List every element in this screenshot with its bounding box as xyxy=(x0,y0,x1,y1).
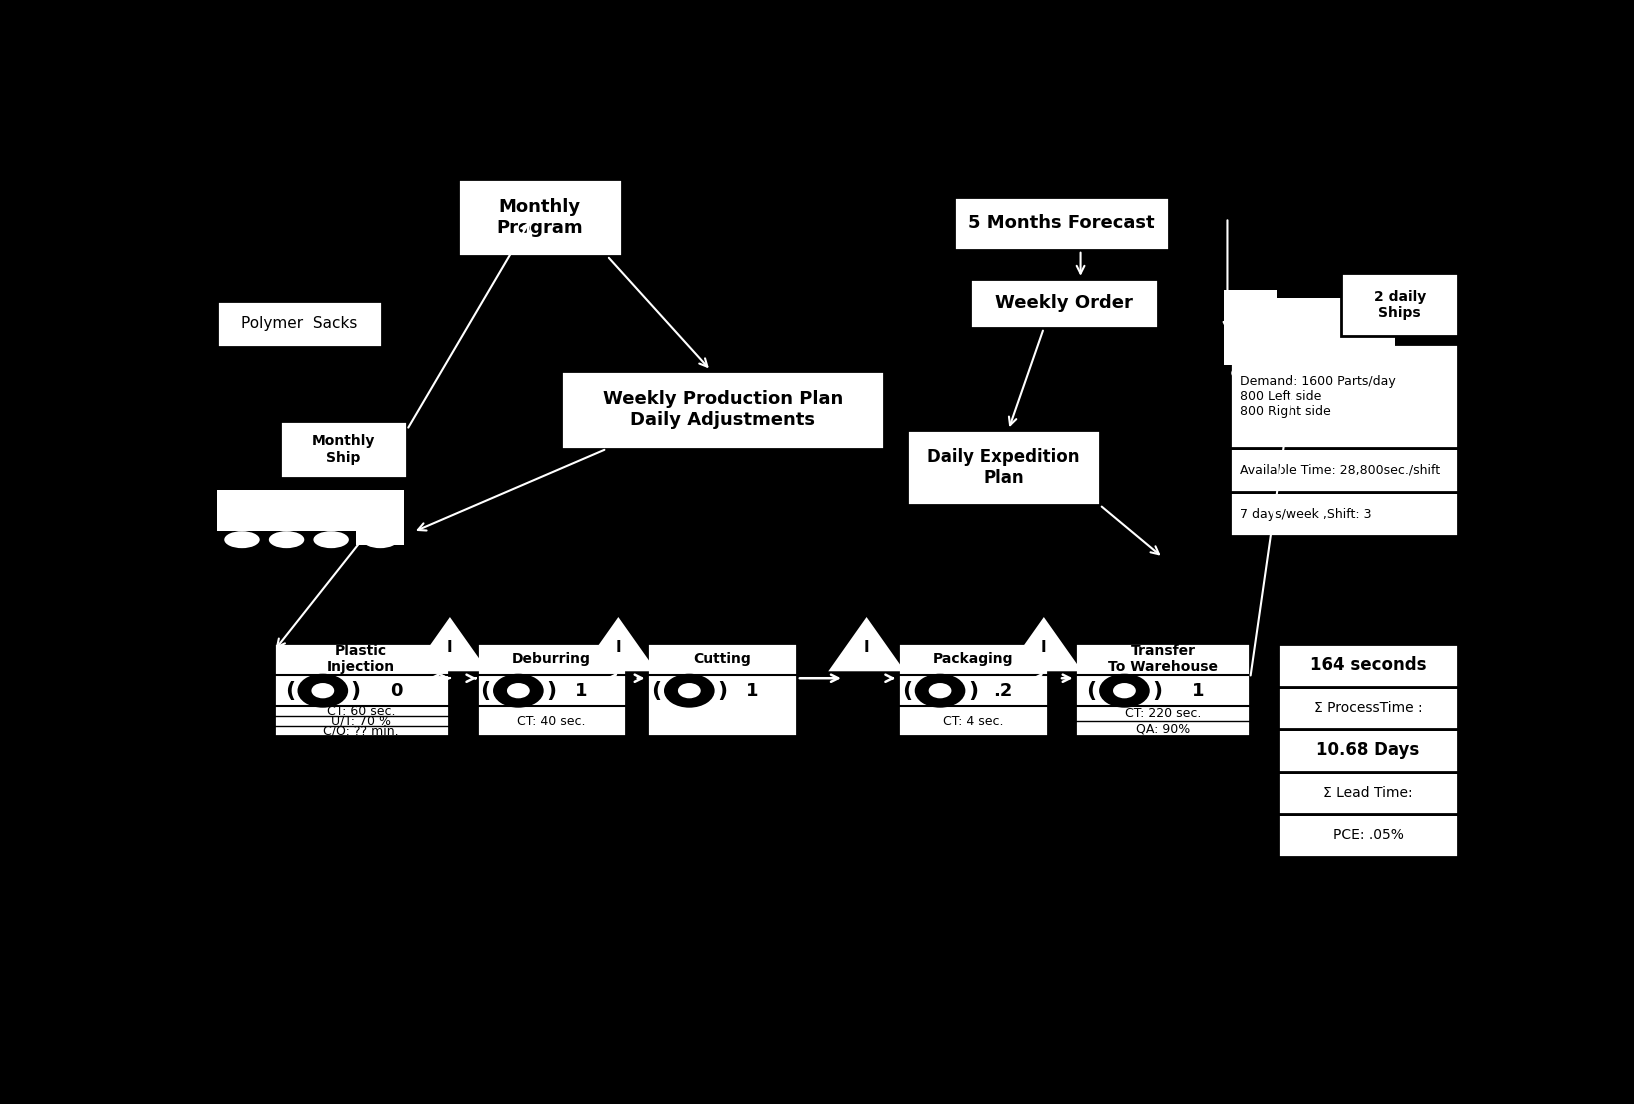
FancyBboxPatch shape xyxy=(275,643,449,736)
Text: 164 seconds: 164 seconds xyxy=(1310,657,1426,675)
Ellipse shape xyxy=(1232,363,1270,382)
Text: Daily Expedition
Plan: Daily Expedition Plan xyxy=(926,448,1080,487)
Text: PCE: .05%: PCE: .05% xyxy=(1333,828,1404,842)
Text: C/O: ?? min.: C/O: ?? min. xyxy=(324,724,399,737)
FancyBboxPatch shape xyxy=(477,643,626,736)
Ellipse shape xyxy=(1279,349,1317,368)
Text: 7 days/week ,Shift: 3: 7 days/week ,Shift: 3 xyxy=(1240,508,1371,521)
Text: CT: 4 sec.: CT: 4 sec. xyxy=(943,714,1003,728)
Ellipse shape xyxy=(1320,349,1358,368)
Circle shape xyxy=(297,673,348,708)
Text: 2 daily
Ships: 2 daily Ships xyxy=(1374,289,1426,320)
Text: Plastic
Injection: Plastic Injection xyxy=(327,644,395,675)
Text: CT: 40 sec.: CT: 40 sec. xyxy=(516,714,585,728)
Text: Transfer
To Warehouse: Transfer To Warehouse xyxy=(1108,644,1217,675)
Circle shape xyxy=(507,683,529,699)
Text: Monthly
Ship: Monthly Ship xyxy=(312,435,376,465)
FancyBboxPatch shape xyxy=(1224,289,1276,364)
FancyBboxPatch shape xyxy=(907,431,1100,505)
Circle shape xyxy=(1100,673,1150,708)
FancyBboxPatch shape xyxy=(281,421,407,478)
FancyBboxPatch shape xyxy=(458,179,623,256)
FancyBboxPatch shape xyxy=(217,490,356,531)
Text: Σ Lead Time:: Σ Lead Time: xyxy=(1324,786,1413,800)
Text: U/T: 70 %: U/T: 70 % xyxy=(332,714,391,728)
Text: ): ) xyxy=(967,681,979,701)
Text: (: ( xyxy=(284,681,296,701)
Text: 10.68 Days: 10.68 Days xyxy=(1317,742,1420,760)
Text: Weekly Order: Weekly Order xyxy=(995,295,1132,312)
Text: Deburring: Deburring xyxy=(511,651,590,666)
FancyBboxPatch shape xyxy=(954,198,1170,250)
Text: ): ) xyxy=(1152,681,1162,701)
FancyBboxPatch shape xyxy=(1278,730,1458,772)
Polygon shape xyxy=(828,617,905,671)
Text: I: I xyxy=(864,640,869,655)
FancyBboxPatch shape xyxy=(1278,687,1458,730)
Text: Monthly
Program: Monthly Program xyxy=(497,198,583,237)
Text: Σ ProcessTime :: Σ ProcessTime : xyxy=(1314,701,1422,715)
Text: CT: 60 sec.: CT: 60 sec. xyxy=(327,704,395,718)
Text: ): ) xyxy=(717,681,727,701)
Text: (: ( xyxy=(1087,681,1096,701)
FancyBboxPatch shape xyxy=(971,278,1159,328)
Text: CT: 220 sec.: CT: 220 sec. xyxy=(1124,707,1201,720)
Text: Polymer  Sacks: Polymer Sacks xyxy=(242,316,358,331)
FancyBboxPatch shape xyxy=(899,643,1047,736)
Ellipse shape xyxy=(270,531,304,549)
Polygon shape xyxy=(580,617,657,671)
Ellipse shape xyxy=(363,531,399,549)
FancyBboxPatch shape xyxy=(217,300,382,347)
Text: ): ) xyxy=(546,681,556,701)
Text: Packaging: Packaging xyxy=(933,651,1013,666)
Polygon shape xyxy=(412,617,489,671)
Text: 0: 0 xyxy=(391,681,402,700)
FancyBboxPatch shape xyxy=(1278,772,1458,815)
FancyBboxPatch shape xyxy=(647,643,797,736)
Text: .2: .2 xyxy=(993,681,1013,700)
Text: Demand: 1600 Parts/day
800 Left side
800 Right side: Demand: 1600 Parts/day 800 Left side 800… xyxy=(1240,374,1395,417)
Circle shape xyxy=(915,673,966,708)
FancyBboxPatch shape xyxy=(1075,643,1250,736)
Text: QA: 90%: QA: 90% xyxy=(1136,722,1190,735)
FancyBboxPatch shape xyxy=(356,490,404,544)
Ellipse shape xyxy=(1351,349,1389,368)
FancyBboxPatch shape xyxy=(1230,492,1458,537)
Circle shape xyxy=(493,673,544,708)
FancyBboxPatch shape xyxy=(1230,448,1458,492)
Text: 1: 1 xyxy=(745,681,758,700)
Text: ): ) xyxy=(351,681,361,701)
Text: (: ( xyxy=(652,681,662,701)
Text: I: I xyxy=(616,640,621,655)
Text: 1: 1 xyxy=(575,681,587,700)
Circle shape xyxy=(663,673,714,708)
Text: (: ( xyxy=(480,681,490,701)
Text: Available Time: 28,800sec./shift: Available Time: 28,800sec./shift xyxy=(1240,464,1440,477)
FancyBboxPatch shape xyxy=(1271,298,1395,349)
Circle shape xyxy=(928,683,951,699)
FancyBboxPatch shape xyxy=(1230,344,1458,448)
FancyBboxPatch shape xyxy=(1342,273,1458,337)
Text: I: I xyxy=(1041,640,1047,655)
FancyBboxPatch shape xyxy=(562,371,884,448)
Text: Weekly Production Plan
Daily Adjustments: Weekly Production Plan Daily Adjustments xyxy=(603,390,843,429)
Circle shape xyxy=(678,683,701,699)
Text: 1: 1 xyxy=(1191,681,1204,700)
Ellipse shape xyxy=(224,531,260,549)
Circle shape xyxy=(1113,683,1136,699)
FancyBboxPatch shape xyxy=(204,132,1471,983)
Text: I: I xyxy=(448,640,453,655)
Text: Cutting: Cutting xyxy=(693,651,752,666)
Polygon shape xyxy=(1005,617,1082,671)
Ellipse shape xyxy=(314,531,350,549)
FancyBboxPatch shape xyxy=(1278,645,1458,687)
Text: (: ( xyxy=(902,681,912,701)
Circle shape xyxy=(312,683,335,699)
Text: 5 Months Forecast: 5 Months Forecast xyxy=(969,214,1155,233)
FancyBboxPatch shape xyxy=(1278,815,1458,857)
